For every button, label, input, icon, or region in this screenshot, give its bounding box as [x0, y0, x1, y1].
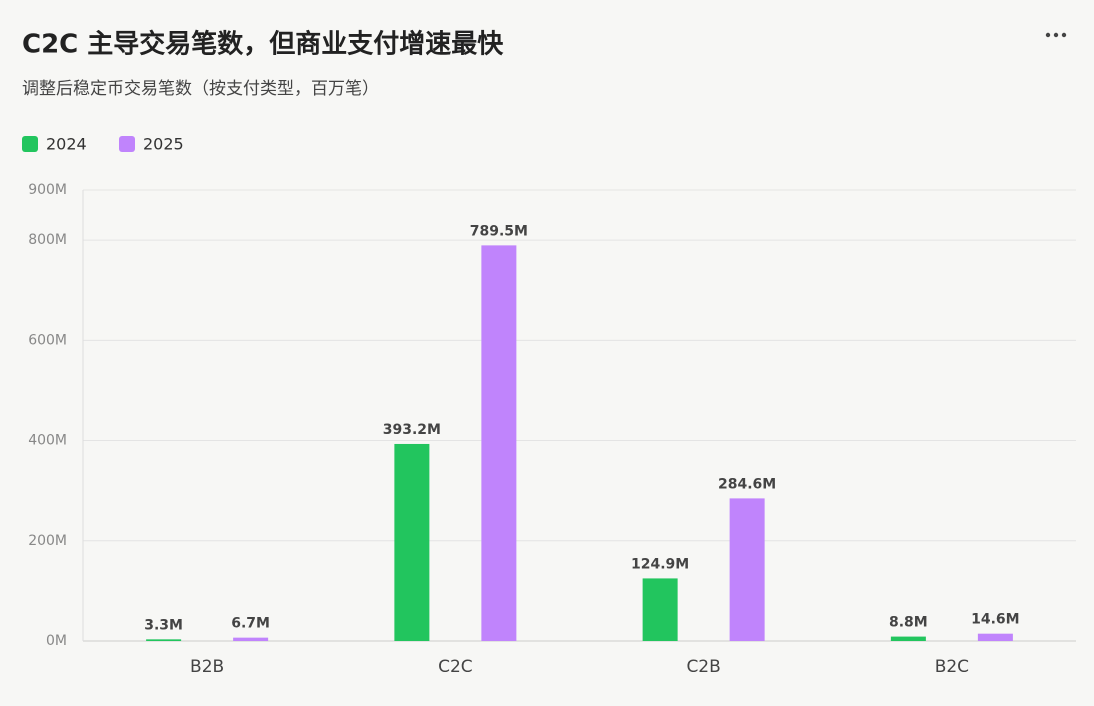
value-label: 393.2M [383, 422, 441, 438]
value-label: 8.8M [889, 615, 928, 631]
bar [394, 443, 430, 641]
x-tick-label: B2C [935, 657, 969, 677]
bar [890, 636, 926, 641]
bar [481, 245, 517, 641]
menu-dot[interactable] [1061, 32, 1067, 38]
y-tick-label: 900M [28, 182, 67, 198]
value-label: 789.5M [470, 223, 528, 239]
value-label: 3.3M [144, 617, 183, 633]
chart-title: C2C 主导交易笔数，但商业支付增速最快 [22, 29, 504, 60]
chart-subtitle: 调整后稳定币交易笔数（按支付类型，百万笔） [22, 79, 379, 99]
y-tick-label: 200M [28, 533, 67, 549]
legend-label: 2024 [46, 135, 87, 154]
y-tick-label: 400M [28, 433, 67, 449]
bar [977, 633, 1013, 641]
x-tick-label: B2B [190, 657, 224, 677]
menu-dot[interactable] [1053, 32, 1059, 38]
legend-swatch [22, 136, 38, 152]
bar [642, 578, 678, 641]
bar [233, 637, 269, 641]
value-label: 124.9M [631, 556, 689, 572]
legend-swatch [119, 136, 135, 152]
value-label: 284.6M [718, 476, 776, 492]
y-tick-label: 800M [28, 232, 67, 248]
value-label: 14.6M [971, 612, 1019, 628]
y-tick-label: 0M [46, 633, 67, 649]
y-tick-label: 600M [28, 332, 67, 348]
legend-label: 2025 [143, 135, 184, 154]
value-label: 6.7M [231, 616, 270, 632]
bar [146, 639, 182, 641]
menu-button[interactable] [1045, 32, 1067, 38]
x-tick-label: C2C [438, 657, 473, 677]
x-tick-label: C2B [686, 657, 720, 677]
bar [729, 498, 765, 641]
menu-dot[interactable] [1045, 32, 1051, 38]
